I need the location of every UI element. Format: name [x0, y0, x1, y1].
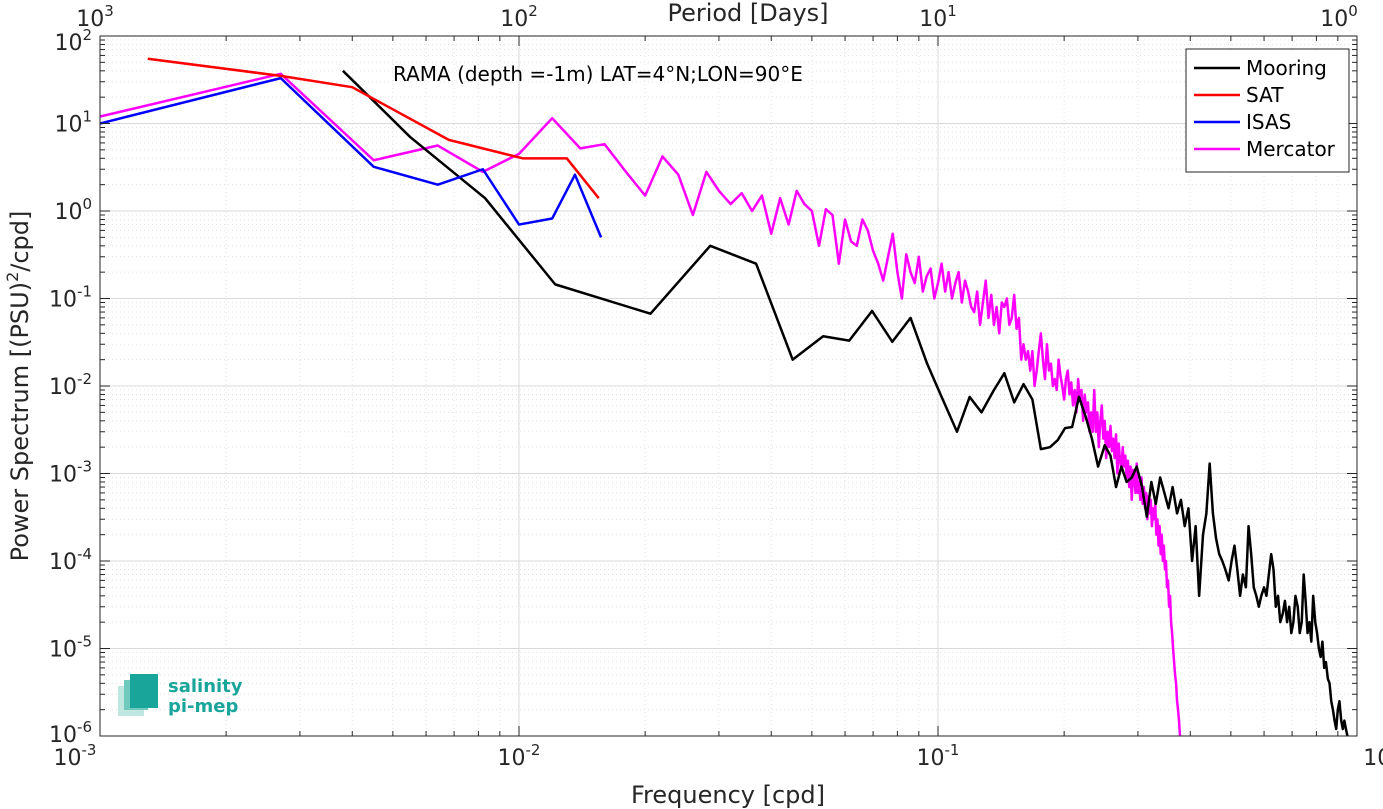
- legend-label-sat: SAT: [1246, 83, 1284, 107]
- x-tick-label: 10-2: [498, 741, 541, 771]
- x2-tick-label: 102: [500, 2, 538, 32]
- y-tick-label: 102: [54, 26, 92, 56]
- y-tick-label: 10-6: [49, 718, 92, 748]
- y-axis-label: Power Spectrum [(PSU)2/cpd]: [3, 211, 34, 562]
- y-tick-label: 10-5: [49, 633, 92, 663]
- y-tick-label: 101: [54, 108, 92, 138]
- logo-text-salinity: salinity: [168, 676, 243, 697]
- series-line-sat: [147, 57, 600, 199]
- logo-shape-front: [130, 674, 158, 708]
- legend-label-mooring: Mooring: [1246, 56, 1327, 80]
- series-line-mooring: [342, 69, 1349, 736]
- y-axis-label-prefix: Power Spectrum [(PSU): [6, 282, 34, 561]
- y-tick-label: 10-3: [49, 458, 92, 488]
- tick-labels: 10-310-210-110010310210110010210110010-1…: [49, 2, 1383, 771]
- x2-tick-label: 101: [919, 2, 957, 32]
- y-tick-label: 10-2: [49, 370, 92, 400]
- y-tick-label: 10-4: [49, 545, 92, 575]
- x2-tick-label: 103: [76, 2, 114, 32]
- series-group: [100, 57, 1349, 736]
- series-line-isas: [100, 76, 603, 238]
- salinity-pi-mep-logo: salinity pi-mep: [118, 674, 243, 717]
- legend-label-mercator: Mercator: [1246, 137, 1336, 161]
- series-line-mercator: [100, 72, 1182, 736]
- y-axis-label-suffix: /cpd]: [6, 211, 34, 272]
- logo-text-pimep: pi-mep: [168, 696, 238, 717]
- x2-axis-label: Period [Days]: [667, 0, 828, 27]
- legend: Mooring SAT ISAS Mercator: [1185, 48, 1350, 173]
- legend-box: [1185, 48, 1350, 173]
- x2-tick-label: 100: [1320, 2, 1358, 32]
- chart-annotation: RAMA (depth =-1m) LAT=4°N;LON=90°E: [393, 62, 803, 86]
- x-tick-label: 10-3: [54, 741, 97, 771]
- tick-marks: [99, 35, 1358, 737]
- y-tick-label: 100: [54, 195, 92, 225]
- y-axis-label-sup: 2: [3, 272, 22, 282]
- legend-label-isas: ISAS: [1246, 110, 1291, 134]
- x-tick-label: 100: [1363, 741, 1383, 771]
- x-tick-label: 10-1: [917, 741, 960, 771]
- y-tick-label: 10-1: [49, 283, 92, 313]
- x-axis-label: Frequency [cpd]: [631, 781, 825, 809]
